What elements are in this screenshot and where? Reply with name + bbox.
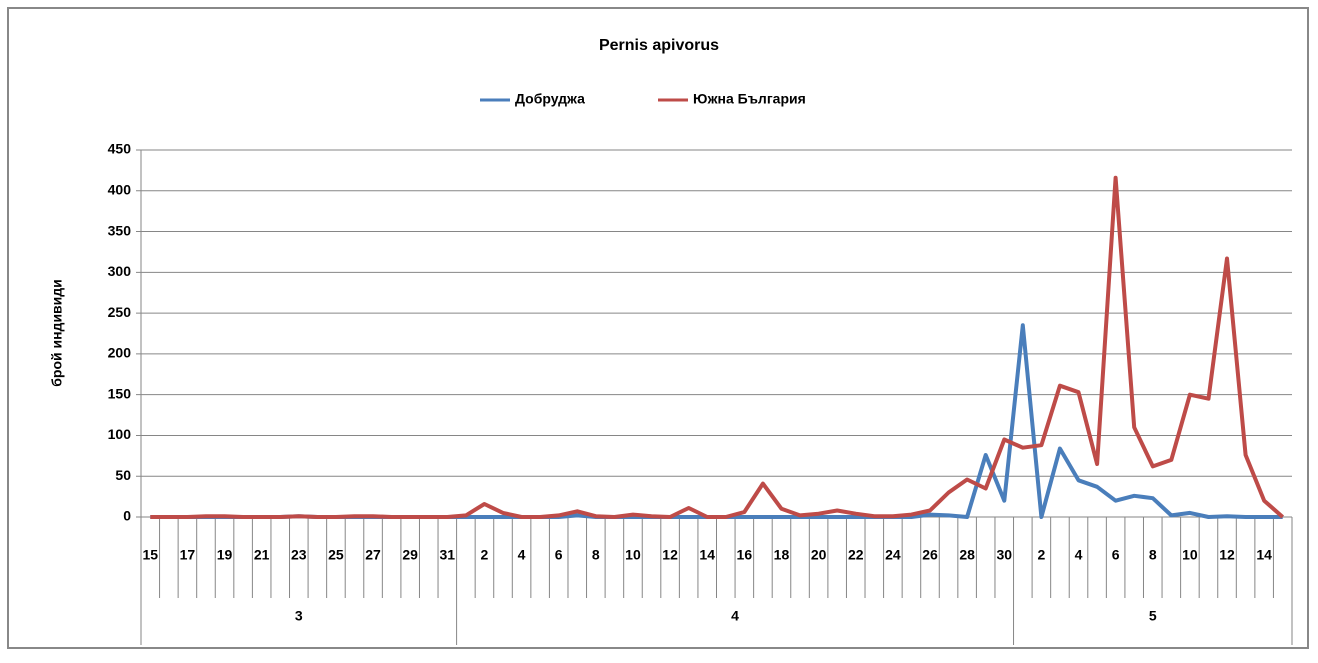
y-tick-label: 250: [108, 304, 132, 320]
group-label: 5: [1149, 608, 1157, 624]
legend-label: Добруджа: [515, 91, 585, 107]
x-tick-label: 4: [518, 547, 526, 563]
x-tick-label: 14: [699, 547, 715, 563]
x-tick-label: 29: [402, 547, 418, 563]
series-line: [150, 175, 1285, 519]
legend-label: Южна България: [693, 91, 806, 107]
x-tick-label: 30: [996, 547, 1012, 563]
y-tick-label: 350: [108, 222, 132, 238]
y-tick-label: 150: [108, 385, 132, 401]
x-tick-label: 28: [959, 547, 975, 563]
x-tick-label: 4: [1075, 547, 1083, 563]
x-tick-label: 15: [142, 547, 158, 563]
chart-frame: [7, 7, 1309, 649]
x-tick-label: 12: [662, 547, 678, 563]
x-tick-label: 6: [555, 547, 563, 563]
x-tick-label: 8: [592, 547, 600, 563]
x-tick-label: 19: [217, 547, 233, 563]
x-tick-label: 20: [811, 547, 827, 563]
y-tick-label: 400: [108, 181, 132, 197]
y-tick-label: 100: [108, 426, 132, 442]
y-tick-label: 0: [123, 508, 131, 524]
group-label: 4: [731, 608, 739, 624]
x-tick-label: 26: [922, 547, 938, 563]
x-tick-label: 31: [440, 547, 456, 563]
y-tick-label: 450: [108, 141, 132, 157]
group-label: 3: [295, 608, 303, 624]
x-tick-label: 27: [365, 547, 381, 563]
x-tick-label: 10: [625, 547, 641, 563]
chart-title: Pernis apivorus: [599, 37, 719, 54]
x-tick-label: 21: [254, 547, 270, 563]
y-axis-label: брой индивиди: [49, 279, 65, 387]
x-tick-label: 25: [328, 547, 344, 563]
x-tick-label: 16: [737, 547, 753, 563]
y-tick-label: 300: [108, 263, 132, 279]
x-tick-label: 10: [1182, 547, 1198, 563]
y-tick-label: 200: [108, 345, 132, 361]
x-tick-label: 17: [180, 547, 196, 563]
x-tick-label: 14: [1256, 547, 1272, 563]
x-tick-label: 23: [291, 547, 307, 563]
x-tick-label: 6: [1112, 547, 1120, 563]
x-tick-label: 22: [848, 547, 864, 563]
x-tick-label: 18: [774, 547, 790, 563]
x-tick-label: 12: [1219, 547, 1235, 563]
x-tick-label: 24: [885, 547, 901, 563]
x-tick-label: 2: [1037, 547, 1045, 563]
x-tick-label: 2: [481, 547, 489, 563]
x-tick-label: 8: [1149, 547, 1157, 563]
y-tick-label: 50: [115, 467, 131, 483]
